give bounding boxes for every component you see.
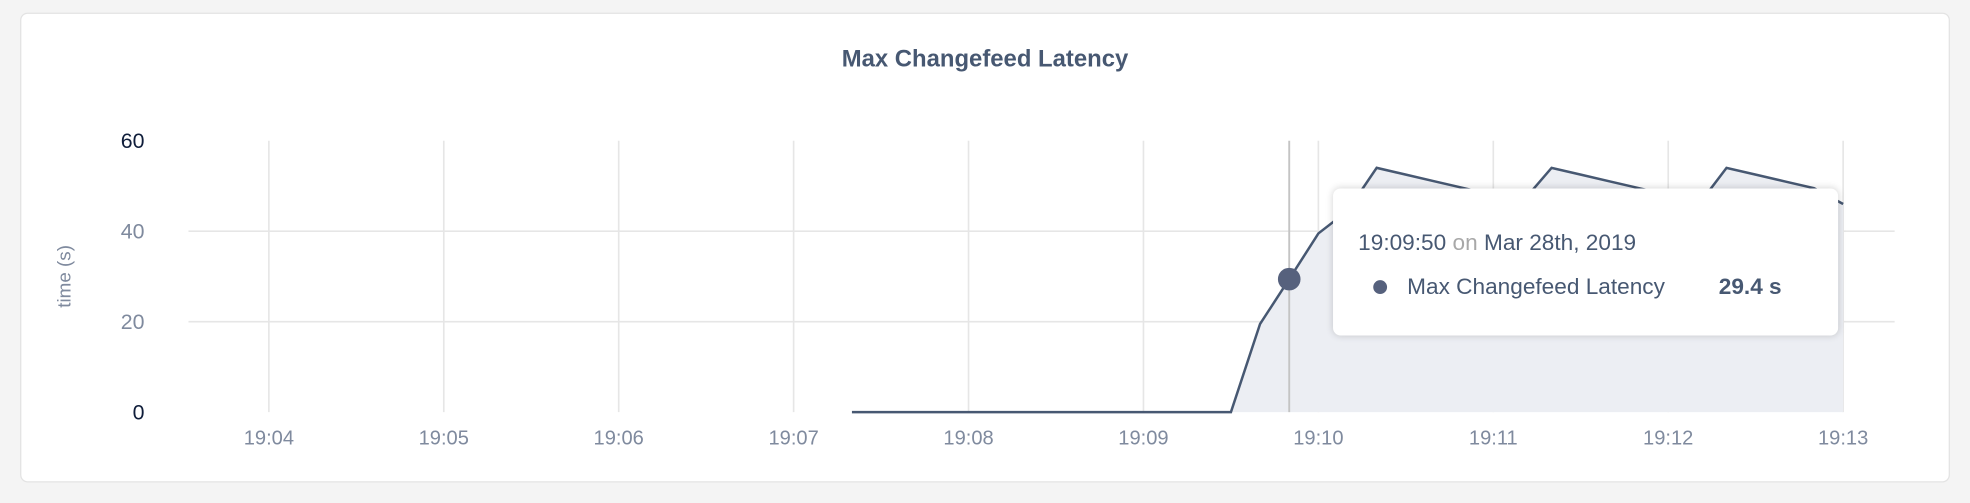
x-tick-label: 19:13 bbox=[1818, 428, 1868, 450]
x-tick-label: 19:05 bbox=[419, 428, 469, 450]
x-tick-label: 19:06 bbox=[594, 428, 644, 450]
tooltip-date: Mar 28th, 2019 bbox=[1483, 229, 1637, 256]
y-tick-label: 40 bbox=[121, 220, 145, 244]
tooltip-timestamp: 19:09:50 on Mar 28th, 2019 bbox=[1358, 230, 1636, 256]
x-tick-label: 19:10 bbox=[1293, 428, 1343, 450]
tooltip-series-row: Max Changefeed Latency 29.4 s bbox=[1373, 273, 1782, 300]
y-tick-label: 60 bbox=[121, 129, 145, 153]
y-tick-label: 0 bbox=[133, 401, 145, 425]
x-tick-label: 19:04 bbox=[244, 428, 294, 450]
x-tick-label: 19:12 bbox=[1643, 428, 1693, 450]
tooltip-time: 19:09:50 bbox=[1358, 229, 1447, 256]
x-tick-label: 19:09 bbox=[1118, 428, 1168, 450]
y-tick-label: 20 bbox=[121, 310, 145, 334]
x-tick-label: 19:11 bbox=[1469, 428, 1518, 450]
x-tick-label: 19:08 bbox=[943, 428, 993, 450]
chart-tooltip: 19:09:50 on Mar 28th, 2019 Max Changefee… bbox=[1333, 188, 1839, 336]
y-axis-label: time (s) bbox=[53, 245, 74, 308]
series-dot-icon bbox=[1373, 280, 1388, 294]
x-tick-label: 19:07 bbox=[768, 428, 818, 450]
tooltip-on: on bbox=[1452, 229, 1478, 256]
chart-title: Max Changefeed Latency bbox=[841, 46, 1129, 73]
tooltip-series-label: Max Changefeed Latency bbox=[1407, 273, 1665, 300]
tooltip-value: 29.4 s bbox=[1718, 273, 1782, 300]
hover-point bbox=[1277, 267, 1301, 291]
